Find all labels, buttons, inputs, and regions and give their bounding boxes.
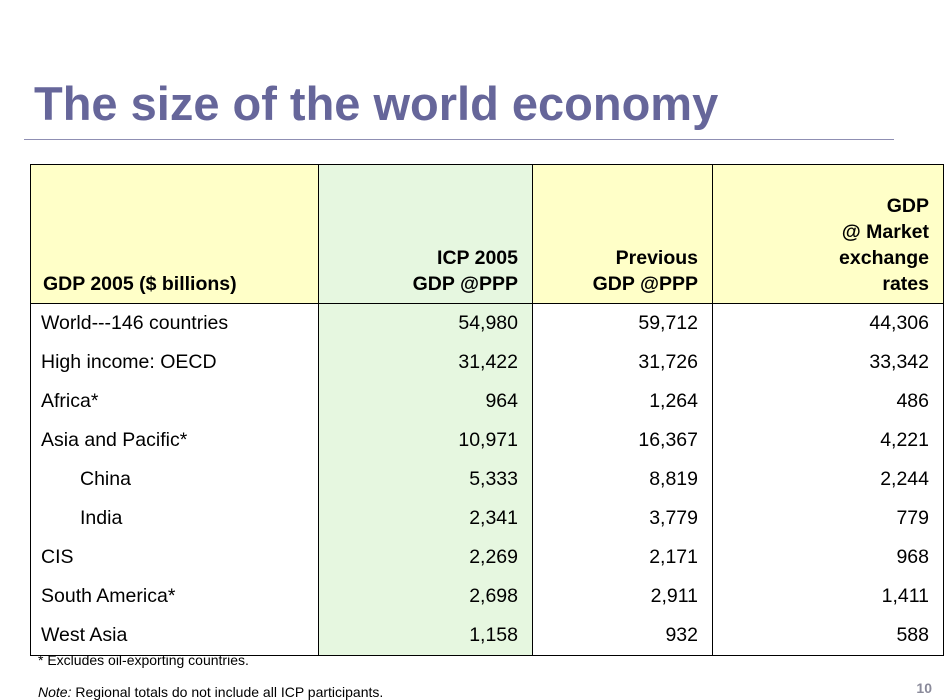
header-line: GDP @PPP [592,273,698,295]
table-row-africa: Africa* 964 1,264 486 [30,382,944,421]
row-label: South America* [30,577,319,616]
cell-previous-ppp: 2,171 [532,538,713,577]
cell-icp-ppp: 31,422 [318,343,533,382]
cell-previous-ppp: 31,726 [532,343,713,382]
cell-market-rate: 968 [712,538,944,577]
cell-icp-ppp: 10,971 [318,421,533,460]
header-gdp-2005: GDP 2005 ($ billions) [30,164,319,304]
table-row-cis: CIS 2,269 2,171 968 [30,538,944,577]
table-row-south-america: South America* 2,698 2,911 1,411 [30,577,944,616]
table-row-india: India 2,341 3,779 779 [30,499,944,538]
cell-previous-ppp: 59,712 [532,303,713,343]
cell-previous-ppp: 16,367 [532,421,713,460]
cell-icp-ppp: 1,158 [318,616,533,656]
cell-icp-ppp: 54,980 [318,303,533,343]
title-divider [24,139,894,140]
cell-previous-ppp: 932 [532,616,713,656]
table-row-china: China 5,333 8,819 2,244 [30,460,944,499]
header-market-rates: GDP @ Market exchange rates [712,164,944,304]
cell-market-rate: 588 [712,616,944,656]
row-label: World---146 countries [30,303,319,343]
cell-icp-ppp: 2,698 [318,577,533,616]
row-label: Asia and Pacific* [30,421,319,460]
cell-previous-ppp: 2,911 [532,577,713,616]
cell-market-rate: 44,306 [712,303,944,343]
header-row: GDP 2005 ($ billions) ICP 2005 GDP @PPP … [30,164,944,304]
header-line: GDP @PPP [412,273,518,295]
cell-market-rate: 4,221 [712,421,944,460]
slide-title: The size of the world economy [34,77,719,130]
table-header: GDP 2005 ($ billions) ICP 2005 GDP @PPP … [30,164,944,304]
cell-icp-ppp: 2,341 [318,499,533,538]
row-label: West Asia [30,616,319,656]
page-number: 10 [916,680,932,696]
table-body: World---146 countries 54,980 59,712 44,3… [30,303,944,656]
cell-icp-ppp: 964 [318,382,533,421]
header-line: @ Market [841,221,929,243]
gdp-table: GDP 2005 ($ billions) ICP 2005 GDP @PPP … [30,164,944,656]
table-row-high-income-oecd: High income: OECD 31,422 31,726 33,342 [30,343,944,382]
cell-previous-ppp: 1,264 [532,382,713,421]
header-line: exchange [839,247,929,269]
header-line: GDP 2005 ($ billions) [43,273,237,295]
row-label: India [30,499,319,538]
cell-previous-ppp: 3,779 [532,499,713,538]
row-label: China [30,460,319,499]
cell-market-rate: 1,411 [712,577,944,616]
cell-market-rate: 486 [712,382,944,421]
header-line: rates [882,273,929,295]
cell-icp-ppp: 5,333 [318,460,533,499]
table-row-west-asia: West Asia 1,158 932 588 [30,616,944,656]
cell-market-rate: 33,342 [712,343,944,382]
row-label: CIS [30,538,319,577]
header-previous-ppp: Previous GDP @PPP [532,164,713,304]
table-row-asia-pacific: Asia and Pacific* 10,971 16,367 4,221 [30,421,944,460]
header-icp-2005-ppp: ICP 2005 GDP @PPP [318,164,533,304]
cell-market-rate: 2,244 [712,460,944,499]
footnote: * Excludes oil-exporting countries. [38,652,249,668]
cell-market-rate: 779 [712,499,944,538]
cell-previous-ppp: 8,819 [532,460,713,499]
note: Note: Regional totals do not include all… [38,684,383,700]
header-line: Previous [615,247,698,269]
row-label: High income: OECD [30,343,319,382]
table-row-world: World---146 countries 54,980 59,712 44,3… [30,303,944,343]
cell-icp-ppp: 2,269 [318,538,533,577]
header-line: GDP [886,195,929,217]
row-label: Africa* [30,382,319,421]
note-label: Note: [38,684,72,700]
note-text: Regional totals do not include all ICP p… [71,684,384,700]
header-line: ICP 2005 [437,247,518,269]
